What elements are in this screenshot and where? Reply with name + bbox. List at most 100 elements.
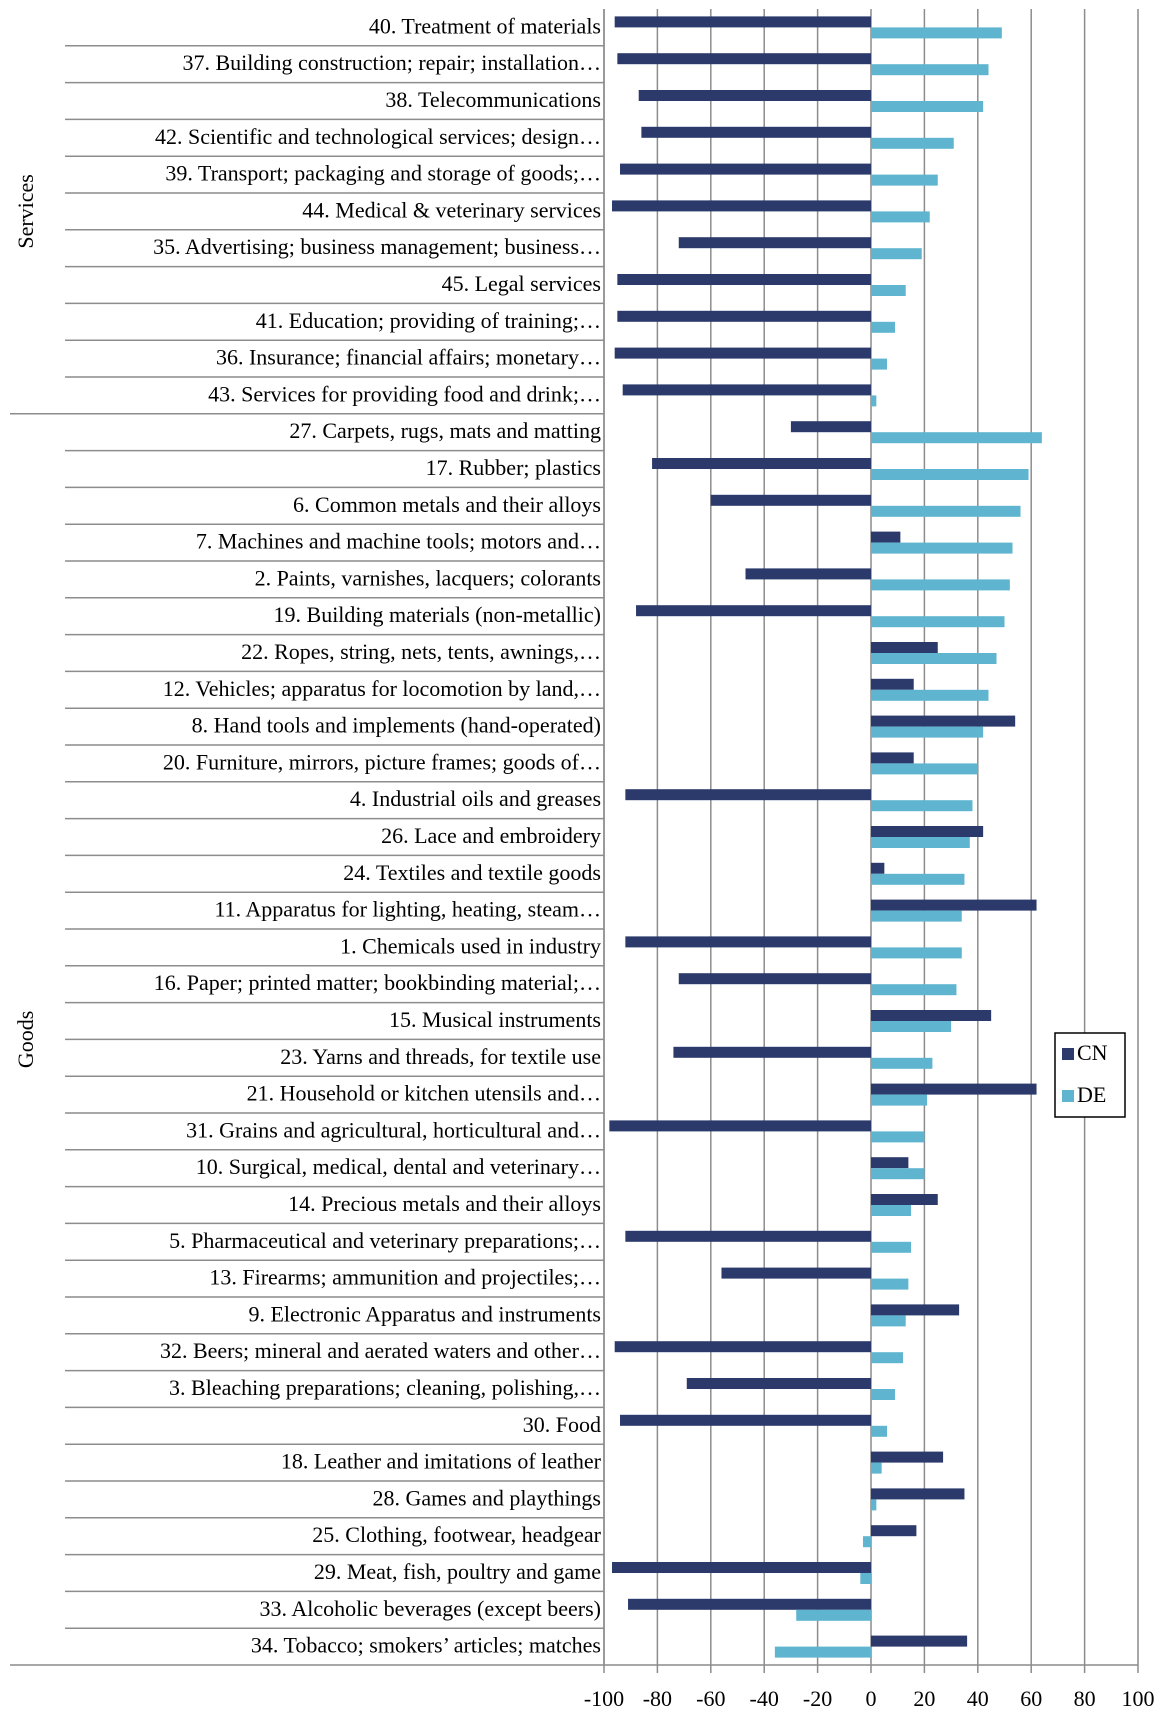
x-tick-label: 20 [913,1686,935,1711]
category-label: 36. Insurance; financial affairs; moneta… [216,345,601,370]
x-tick-label: -80 [643,1686,672,1711]
bar [871,1278,909,1290]
bar [871,542,1013,554]
category-label: 10. Surgical, medical, dental and veteri… [196,1154,601,1179]
bar [871,1451,944,1463]
bar [871,1168,925,1180]
category-label: 33. Alcoholic beverages (except beers) [260,1596,601,1621]
bar [871,653,997,664]
category-label: 18. Leather and imitations of leather [281,1449,602,1474]
bar [871,64,989,76]
bar [636,605,871,617]
category-label: 22. Ropes, string, nets, tents, awnings,… [241,639,601,664]
category-label: 34. Tobacco; smokers’ articles; matches [251,1633,601,1658]
bar [871,899,1037,911]
bar [871,752,914,764]
bar [871,1057,933,1069]
bar [871,579,1010,591]
bar [620,1414,871,1426]
category-label: 25. Clothing, footwear, headgear [312,1522,601,1547]
bar [871,469,1029,480]
bar [871,1241,912,1253]
bar [871,826,984,837]
bar [871,1083,1037,1095]
category-label: 12. Vehicles; apparatus for locomotion b… [163,676,601,701]
bar [871,800,973,812]
bar [638,90,871,101]
bar [871,862,885,874]
bar [871,678,914,690]
category-label: 45. Legal services [442,271,601,296]
bar [790,421,871,433]
bar [871,1010,992,1021]
bar [612,200,871,212]
category-label: 20. Furniture, mirrors, picture frames; … [163,749,601,774]
category-label: 41. Education; providing of training;… [256,308,601,333]
category-label: 2. Paints, varnishes, lacquers; colorant… [255,565,601,590]
bar [628,1598,871,1610]
category-label: 8. Hand tools and implements (hand-opera… [192,713,601,738]
legend-label: DE [1077,1082,1106,1107]
bar [617,53,871,65]
bar [678,973,871,985]
category-label: 27. Carpets, rugs, mats and matting [289,418,601,443]
bar [871,1157,909,1169]
bar [871,27,1002,39]
bar [871,1425,888,1437]
category-label: 40. Treatment of materials [369,13,601,38]
bar [871,211,930,223]
category-label: 30. Food [523,1412,601,1437]
bar [614,1341,871,1353]
bar [625,936,871,948]
bar [871,531,901,543]
bar [860,1573,871,1584]
bar [871,1021,952,1032]
category-label: 31. Grains and agricultural, horticultur… [186,1117,601,1142]
bar [871,248,922,260]
category-label: 38. Telecommunications [385,87,601,112]
legend-label: CN [1077,1040,1108,1065]
bar [614,347,871,359]
category-label: 4. Industrial oils and greases [350,786,601,811]
bar [871,1094,928,1106]
category-label: 23. Yarns and threads, for textile use [280,1044,601,1069]
category-label: 11. Apparatus for lighting, heating, ste… [214,897,601,922]
bar [796,1609,871,1621]
bar [612,1562,871,1573]
group-label: Goods [13,1011,38,1068]
bar [871,984,957,996]
bar [871,395,877,407]
bar [871,174,938,186]
legend-box [1054,1032,1126,1118]
category-label: 35. Advertising; business management; bu… [153,234,601,259]
bar [673,1046,871,1058]
category-label: 42. Scientific and technological service… [155,124,601,149]
bar [871,1462,882,1474]
bar [871,1635,968,1647]
bar [745,568,871,580]
bar [625,789,871,801]
bar [862,1536,871,1548]
category-label: 44. Medical & veterinary services [302,197,601,222]
bar [871,1525,917,1537]
bar [871,726,984,738]
bar [871,101,984,112]
legend-swatch [1062,1048,1074,1060]
bar [686,1378,871,1389]
x-tick-label: 100 [1122,1686,1155,1711]
bar [871,1304,960,1316]
bar [614,16,871,28]
bar [652,458,871,469]
category-label: 26. Lace and embroidery [381,823,601,848]
category-label: 24. Textiles and textile goods [343,860,601,885]
x-tick-label: 40 [967,1686,989,1711]
bar [609,1120,871,1132]
bar [871,432,1042,444]
bar [871,947,962,959]
bar [625,1230,871,1242]
legend-swatch [1062,1090,1074,1102]
category-label: 16. Paper; printed matter; bookbinding m… [154,970,601,995]
bar [871,285,906,296]
bar [871,1352,904,1364]
